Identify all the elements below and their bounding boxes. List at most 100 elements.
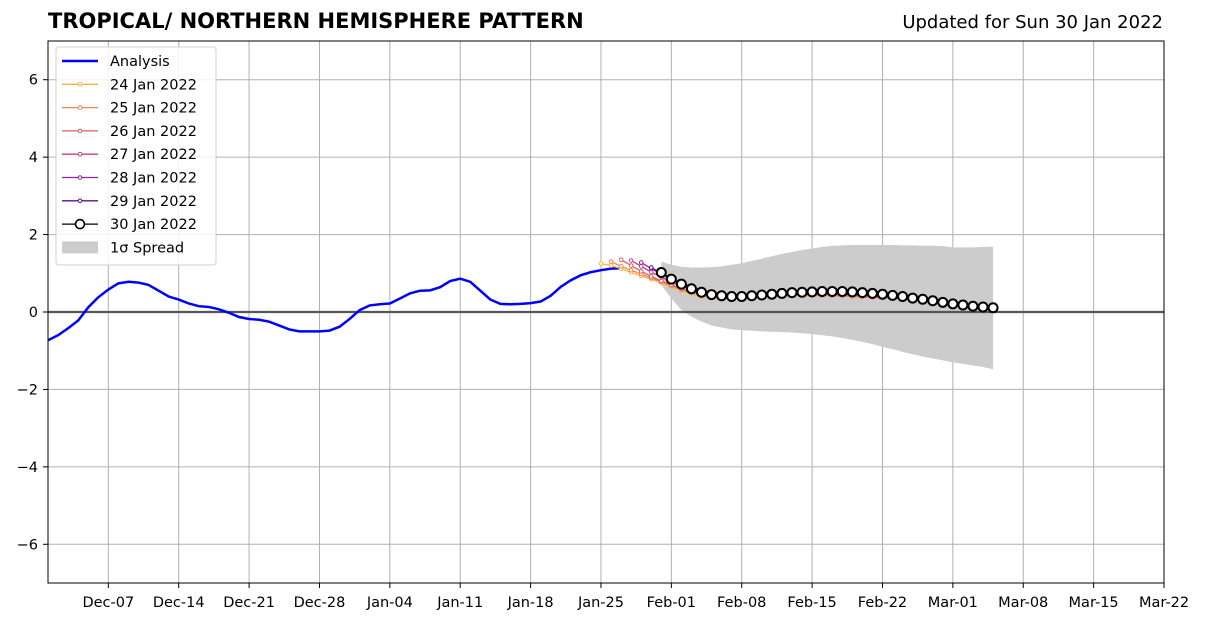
spread-band	[661, 245, 994, 370]
series-point	[628, 263, 634, 268]
series-point	[846, 286, 858, 298]
series-point	[927, 295, 939, 307]
series-point	[618, 264, 624, 269]
x-tick-label: Dec-14	[153, 595, 205, 611]
series-point	[786, 287, 798, 299]
series-point	[816, 285, 828, 297]
series-point	[736, 291, 748, 303]
y-tick-label: 6	[29, 73, 38, 89]
series-point	[638, 269, 644, 274]
x-tick-label: Jan-04	[366, 595, 413, 611]
legend-label: 27 Jan 2022	[110, 147, 197, 163]
axis-ticks: Dec-07 Dec-14 Dec-21 Dec-28 Jan-04 Jan-11 Jan-…	[17, 73, 1189, 611]
x-tick-label: Jan-18	[507, 595, 554, 611]
x-tick-label: Feb-01	[647, 595, 696, 611]
series-point	[987, 302, 999, 314]
legend-item-25-jan-2022: 25 Jan 2022	[62, 101, 197, 117]
legend-label: Analysis	[110, 54, 170, 70]
series-point	[766, 288, 778, 300]
series-point	[967, 300, 979, 312]
series-point	[897, 291, 909, 303]
series-point	[856, 287, 868, 299]
series-point	[796, 286, 808, 298]
y-tick-label: −4	[17, 460, 38, 476]
series-point	[957, 299, 969, 311]
series-point	[716, 290, 728, 302]
y-tick-label: 2	[29, 228, 38, 244]
legend-item-29-jan-2022: 29 Jan 2022	[62, 194, 197, 210]
legend-item-30-jan-2022: 30 Jan 2022	[62, 217, 197, 233]
x-tick-label: Mar-08	[998, 595, 1048, 611]
series-point	[806, 286, 818, 298]
series-point	[658, 278, 664, 284]
y-tick-label: −2	[17, 382, 38, 398]
series-30-jan-2022	[655, 267, 999, 314]
series-point	[876, 288, 888, 300]
chart-subtitle: Updated for Sun 30 Jan 2022	[902, 12, 1163, 33]
legend-label: 1σ Spread	[110, 240, 184, 256]
series-point	[776, 287, 788, 299]
series-point	[977, 301, 989, 313]
legend-label: 26 Jan 2022	[110, 124, 197, 140]
series-point	[675, 278, 687, 290]
legend-swatch	[62, 241, 98, 254]
series-point	[638, 264, 644, 269]
series-point	[756, 289, 768, 301]
series-point	[608, 259, 614, 264]
legend-item-1-spread: 1σ Spread	[62, 240, 184, 256]
x-tick-label: Jan-11	[436, 595, 483, 611]
legend-label: 24 Jan 2022	[110, 77, 197, 93]
y-tick-label: 0	[29, 305, 38, 321]
series-point	[866, 287, 878, 299]
series-point	[648, 265, 654, 270]
series-point	[706, 289, 718, 301]
x-tick-label: Dec-28	[294, 595, 346, 611]
legend-marker	[74, 218, 86, 230]
x-tick-label: Dec-21	[223, 595, 275, 611]
series-point	[628, 258, 634, 263]
series-point	[947, 298, 959, 310]
x-tick-label: Mar-01	[928, 595, 978, 611]
series-point	[746, 290, 758, 302]
series-point	[887, 289, 899, 301]
series-point	[685, 283, 697, 295]
y-tick-label: 4	[29, 150, 38, 166]
series-point	[665, 273, 677, 285]
legend-box	[55, 46, 217, 266]
series-point	[907, 292, 919, 304]
legend-marker	[77, 128, 83, 134]
series-line-analysis	[47, 267, 622, 342]
series-point	[628, 267, 634, 273]
series-point	[608, 263, 614, 268]
series-point	[638, 260, 644, 265]
legend-marker	[77, 175, 83, 180]
series-point	[826, 285, 838, 297]
x-tick-label: Feb-08	[717, 595, 766, 611]
y-tick-label: −6	[17, 537, 38, 553]
legend-marker	[77, 198, 83, 204]
legend-label: 28 Jan 2022	[110, 171, 197, 187]
legend: Analysis 24 Jan 2022 25 Jan 2022 26 Jan 202…	[55, 46, 217, 266]
legend-item-27-jan-2022: 27 Jan 2022	[62, 147, 197, 163]
series-point	[917, 293, 929, 305]
chart-title: TROPICAL/ NORTHERN HEMISPHERE PATTERN	[48, 9, 584, 33]
series-lines	[47, 257, 999, 342]
legend-item-24-jan-2022: 24 Jan 2022	[62, 77, 197, 93]
series-point	[598, 261, 604, 266]
legend-marker	[77, 82, 83, 87]
series-point	[618, 257, 624, 263]
series-point	[937, 296, 949, 308]
legend-item-28-jan-2022: 28 Jan 2022	[62, 171, 197, 187]
spread-band-area	[661, 245, 994, 370]
x-tick-label: Dec-07	[82, 595, 134, 611]
x-tick-label: Feb-15	[787, 595, 836, 611]
series-point	[696, 286, 708, 298]
x-tick-label: Mar-15	[1069, 595, 1119, 611]
x-tick-label: Mar-22	[1139, 595, 1189, 611]
x-tick-label: Feb-22	[858, 595, 907, 611]
legend-marker	[77, 151, 83, 157]
legend-marker	[77, 105, 83, 110]
series-point	[726, 291, 738, 303]
series-analysis	[47, 267, 622, 342]
